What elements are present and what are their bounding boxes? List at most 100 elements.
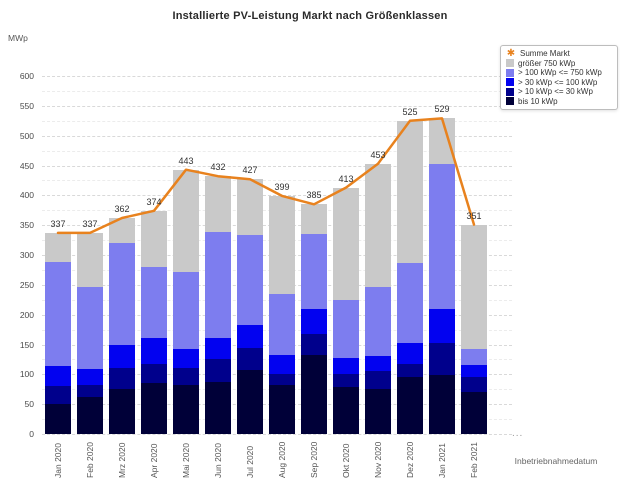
- bar-segment-bis-10-kwp-aug-2020[interactable]: [269, 385, 295, 434]
- bar-segment-gr-er-750-kwp-jun-2020[interactable]: [205, 176, 231, 233]
- bar-segment-30-kwp-100-kwp-jan-2020[interactable]: [45, 366, 71, 386]
- bar-segment-bis-10-kwp-dez-2020[interactable]: [397, 376, 423, 435]
- bar-segment-100-kwp-750-kwp-jan-2021[interactable]: [429, 164, 455, 309]
- bar-aug-2020: [269, 195, 295, 434]
- bar-segment-100-kwp-750-kwp-feb-2021[interactable]: [461, 348, 487, 366]
- bar-segment-10-kwp-30-kwp-mrz-2020[interactable]: [109, 368, 135, 389]
- bar-segment-30-kwp-100-kwp-jun-2020[interactable]: [205, 337, 231, 359]
- bar-segment-bis-10-kwp-feb-2020[interactable]: [77, 397, 103, 434]
- bar-segment-bis-10-kwp-mrz-2020[interactable]: [109, 388, 135, 434]
- bar-segment-gr-er-750-kwp-jan-2021[interactable]: [429, 118, 455, 165]
- bar-segment-bis-10-kwp-feb-2021[interactable]: [461, 391, 487, 434]
- legend-item-100-kwp-750-kwp[interactable]: > 100 kWp <= 750 kWp: [506, 68, 612, 78]
- legend-item-gr-er-750-kwp[interactable]: größer 750 kWp: [506, 59, 612, 69]
- bar-segment-gr-er-750-kwp-aug-2020[interactable]: [269, 195, 295, 294]
- bar-segment-30-kwp-100-kwp-feb-2021[interactable]: [461, 365, 487, 377]
- bar-segment-10-kwp-30-kwp-feb-2021[interactable]: [461, 376, 487, 392]
- bar-segment-gr-er-750-kwp-jul-2020[interactable]: [237, 179, 263, 236]
- bar-segment-bis-10-kwp-mai-2020[interactable]: [173, 385, 199, 434]
- bar-segment-10-kwp-30-kwp-aug-2020[interactable]: [269, 373, 295, 386]
- bar-segment-100-kwp-750-kwp-jul-2020[interactable]: [237, 235, 263, 325]
- bar-segment-10-kwp-30-kwp-jul-2020[interactable]: [237, 348, 263, 371]
- x-tick-label-jul-2020: Jul 2020: [245, 445, 255, 478]
- bar-segment-30-kwp-100-kwp-okt-2020[interactable]: [333, 357, 359, 374]
- bar-value-label-feb-2021: 351: [466, 210, 482, 221]
- bar-segment-100-kwp-750-kwp-nov-2020[interactable]: [365, 286, 391, 357]
- bar-value-label-jul-2020: 427: [242, 165, 258, 176]
- bar-segment-30-kwp-100-kwp-dez-2020[interactable]: [397, 343, 423, 365]
- bar-segment-30-kwp-100-kwp-feb-2020[interactable]: [77, 369, 103, 385]
- chart-title: Installierte PV-Leistung Markt nach Größ…: [172, 10, 448, 22]
- bar-dez-2020: [397, 120, 423, 435]
- bar-segment-100-kwp-750-kwp-mrz-2020[interactable]: [109, 243, 135, 346]
- bar-segment-10-kwp-30-kwp-dez-2020[interactable]: [397, 364, 423, 377]
- bar-segment-100-kwp-750-kwp-okt-2020[interactable]: [333, 299, 359, 358]
- bar-segment-30-kwp-100-kwp-mai-2020[interactable]: [173, 348, 199, 369]
- legend-item-10-kwp-30-kwp[interactable]: > 10 kWp <= 30 kWp: [506, 87, 612, 97]
- bar-segment-gr-er-750-kwp-jan-2020[interactable]: [45, 232, 71, 263]
- bar-segment-gr-er-750-kwp-mai-2020[interactable]: [173, 169, 199, 272]
- bar-segment-100-kwp-750-kwp-jun-2020[interactable]: [205, 232, 231, 338]
- gridline-600: [42, 76, 512, 77]
- bar-segment-30-kwp-100-kwp-apr-2020[interactable]: [141, 338, 167, 364]
- bar-segment-10-kwp-30-kwp-apr-2020[interactable]: [141, 363, 167, 384]
- y-tick-label-0: 0: [29, 429, 34, 439]
- bar-segment-bis-10-kwp-sep-2020[interactable]: [301, 355, 327, 434]
- bar-segment-10-kwp-30-kwp-feb-2020[interactable]: [77, 384, 103, 398]
- bar-segment-30-kwp-100-kwp-sep-2020[interactable]: [301, 308, 327, 335]
- bar-segment-30-kwp-100-kwp-jul-2020[interactable]: [237, 324, 263, 349]
- bar-segment-10-kwp-30-kwp-jan-2020[interactable]: [45, 385, 71, 405]
- bar-segment-gr-er-750-kwp-feb-2021[interactable]: [461, 224, 487, 349]
- bar-value-label-aug-2020: 399: [274, 181, 290, 192]
- legend-item-bis-10-kwp[interactable]: bis 10 kWp: [506, 97, 612, 107]
- bar-segment-10-kwp-30-kwp-mai-2020[interactable]: [173, 368, 199, 386]
- bar-segment-bis-10-kwp-jan-2020[interactable]: [45, 404, 71, 434]
- legend-label-gr-er-750-kwp: größer 750 kWp: [518, 58, 576, 68]
- bar-segment-gr-er-750-kwp-mrz-2020[interactable]: [109, 218, 135, 244]
- bar-segment-10-kwp-30-kwp-nov-2020[interactable]: [365, 370, 391, 389]
- bar-value-label-jan-2021: 529: [434, 104, 450, 115]
- bar-segment-10-kwp-30-kwp-okt-2020[interactable]: [333, 373, 359, 387]
- bar-segment-100-kwp-750-kwp-feb-2020[interactable]: [77, 286, 103, 370]
- bar-segment-bis-10-kwp-apr-2020[interactable]: [141, 383, 167, 434]
- bar-segment-100-kwp-750-kwp-dez-2020[interactable]: [397, 263, 423, 344]
- bar-value-label-sep-2020: 385: [306, 190, 322, 201]
- bar-segment-100-kwp-750-kwp-aug-2020[interactable]: [269, 293, 295, 356]
- bar-segment-gr-er-750-kwp-sep-2020[interactable]: [301, 204, 327, 235]
- bar-feb-2021: [461, 224, 487, 434]
- bar-segment-100-kwp-750-kwp-sep-2020[interactable]: [301, 234, 327, 309]
- x-tick-label-feb-2020: Feb 2020: [85, 442, 95, 478]
- bar-segment-gr-er-750-kwp-feb-2020[interactable]: [77, 232, 103, 287]
- legend-item-30-kwp-100-kwp[interactable]: > 30 kWp <= 100 kWp: [506, 78, 612, 88]
- bar-segment-30-kwp-100-kwp-nov-2020[interactable]: [365, 356, 391, 371]
- bar-value-label-mrz-2020: 362: [114, 204, 130, 214]
- bar-segment-30-kwp-100-kwp-mrz-2020[interactable]: [109, 345, 135, 369]
- bar-segment-gr-er-750-kwp-apr-2020[interactable]: [141, 210, 167, 267]
- bar-segment-100-kwp-750-kwp-mai-2020[interactable]: [173, 271, 199, 349]
- bar-segment-bis-10-kwp-okt-2020[interactable]: [333, 386, 359, 434]
- bar-segment-10-kwp-30-kwp-jan-2021[interactable]: [429, 343, 455, 375]
- bar-segment-gr-er-750-kwp-okt-2020[interactable]: [333, 187, 359, 300]
- y-tick-label-300: 300: [19, 250, 34, 260]
- bar-segment-30-kwp-100-kwp-aug-2020[interactable]: [269, 355, 295, 374]
- bar-segment-100-kwp-750-kwp-jan-2020[interactable]: [45, 262, 71, 367]
- bar-segment-gr-er-750-kwp-nov-2020[interactable]: [365, 163, 391, 287]
- legend-label-10-kwp-30-kwp: > 10 kWp <= 30 kWp: [518, 87, 593, 96]
- legend-item-summe-markt[interactable]: ✱ Summe Markt: [506, 49, 612, 59]
- bar-segment-gr-er-750-kwp-dez-2020[interactable]: [397, 120, 423, 264]
- gridline-550: [42, 105, 512, 107]
- bar-segment-bis-10-kwp-jul-2020[interactable]: [237, 370, 263, 434]
- bar-segment-30-kwp-100-kwp-jan-2021[interactable]: [429, 308, 455, 344]
- legend-label-bis-10-kwp: bis 10 kWp: [518, 96, 558, 106]
- bar-apr-2020: [141, 210, 167, 434]
- bar-segment-100-kwp-750-kwp-apr-2020[interactable]: [141, 266, 167, 339]
- bar-value-label-nov-2020: 453: [370, 149, 386, 160]
- bar-segment-bis-10-kwp-jan-2021[interactable]: [429, 374, 455, 434]
- more-indicator[interactable]: ...: [512, 428, 524, 439]
- bar-segment-10-kwp-30-kwp-jun-2020[interactable]: [205, 358, 231, 383]
- bar-segment-bis-10-kwp-jun-2020[interactable]: [205, 382, 231, 434]
- bar-segment-bis-10-kwp-nov-2020[interactable]: [365, 388, 391, 434]
- legend-label-summe-markt: Summe Markt: [520, 49, 570, 58]
- bar-segment-10-kwp-30-kwp-sep-2020[interactable]: [301, 334, 327, 356]
